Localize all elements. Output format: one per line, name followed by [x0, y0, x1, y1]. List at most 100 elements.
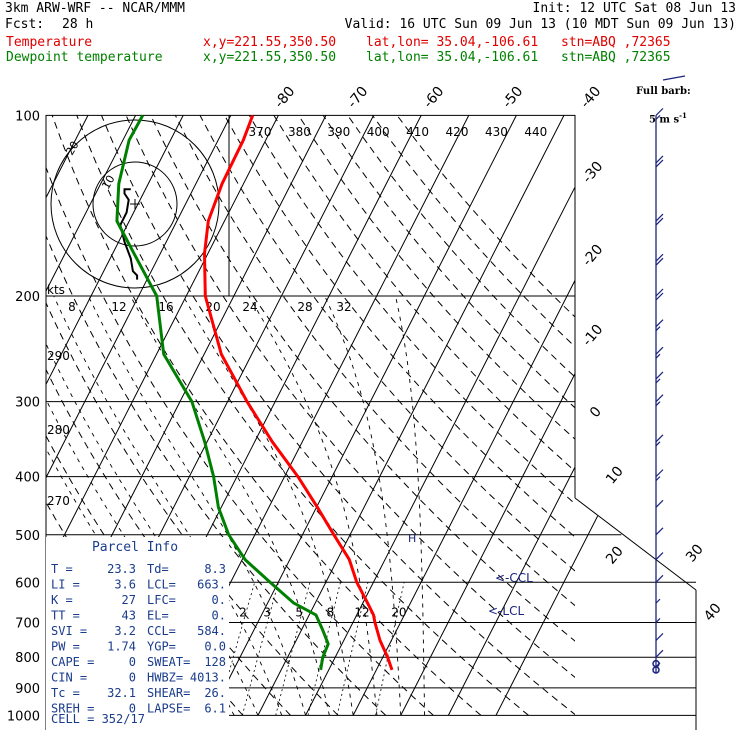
moist-adiabat	[130, 295, 330, 716]
parcel-value: 0	[129, 702, 136, 716]
barb-half	[655, 441, 661, 447]
barb-flag	[655, 319, 664, 328]
parcel-key: HWBZ=	[147, 671, 183, 685]
barb-flag	[655, 527, 664, 536]
barb-legend-unit: -1	[679, 111, 687, 120]
ccl-marker: <-CCL	[495, 571, 533, 585]
mixing-ratio-line	[307, 582, 341, 716]
isotherm-right-label: 30	[683, 541, 707, 565]
dry-adiabat-label: 280	[47, 423, 70, 437]
dewpoint-xy: x,y=221.55,350.50	[203, 50, 337, 65]
parcel-cell: CELL = 352/17	[51, 712, 145, 726]
parcel-key: PW =	[51, 640, 80, 654]
dry-adiabat	[396, 115, 575, 716]
pressure-label: 600	[15, 576, 40, 591]
temperature-profile	[203, 114, 394, 671]
mixing-ratio-line	[216, 582, 256, 716]
dewpoint-legend: Dewpoint temperature	[6, 50, 163, 65]
isotherm-line	[46, 115, 184, 716]
pressure-label: 500	[15, 529, 40, 544]
parcel-value: 0.0	[204, 640, 226, 654]
lcl-marker: <-LCL	[488, 604, 524, 618]
isotherm-line	[46, 115, 279, 716]
theta-label: 390	[327, 125, 350, 139]
parcel-value: 0	[129, 655, 136, 669]
dry-adiabat	[76, 115, 529, 716]
parcel-key: LI =	[51, 578, 80, 592]
theta-label: 370	[249, 125, 272, 139]
parcel-value: 23.3	[107, 562, 136, 576]
barb-half	[655, 353, 661, 359]
wind-barbs	[652, 75, 686, 674]
barb-half	[655, 326, 661, 332]
parcel-key: SHEAR=	[147, 686, 190, 700]
dewpoint-latlon: lat,lon= 35.04,-106.61	[366, 50, 539, 65]
parcel-key: SVI =	[51, 624, 87, 638]
pressure-label: 100	[15, 109, 40, 124]
barb-flag	[655, 213, 664, 222]
hodo-speed-label: 16	[158, 300, 173, 314]
isotherm-right-label: -20	[579, 242, 606, 270]
parcel-key: SWEAT=	[147, 655, 190, 669]
barb-flag	[655, 434, 664, 443]
right-axis-slant	[574, 497, 697, 591]
mixing-ratio-label: 2	[239, 605, 247, 619]
hodo-speed-label: 8	[68, 300, 76, 314]
moist-adiabat	[395, 295, 426, 716]
dry-adiabat	[150, 115, 575, 716]
barb-legend-value: 5 m s-1	[642, 95, 687, 127]
pressure-label: 800	[15, 651, 40, 666]
mixing-ratio-lines: 2 3 5 8 12 20	[216, 582, 407, 716]
parcel-value: 584.	[197, 624, 226, 638]
hodo-speed-label: 24	[242, 300, 257, 314]
parcel-key: TT =	[51, 609, 80, 623]
barb-flag	[655, 107, 664, 116]
barb-half	[655, 401, 661, 407]
init-time: Init: 12 UTC Sat 08 Jun 13	[532, 1, 737, 16]
dewpoint-profile	[115, 114, 330, 671]
isotherm-line	[305, 115, 613, 716]
forecast-label: Fcst:	[5, 17, 45, 32]
isotherm-line	[400, 115, 696, 716]
mixing-ratio-label: 12	[354, 605, 369, 619]
barb-half	[655, 598, 661, 604]
isotherm-right-label: -10	[579, 322, 606, 350]
barb-flag	[655, 649, 664, 658]
barb-flag	[655, 469, 664, 478]
moist-adiabat	[87, 295, 307, 716]
barb-half	[655, 378, 661, 384]
isotherm-right-label: -30	[579, 159, 606, 187]
moist-adiabat	[324, 295, 402, 716]
pressure-label: 1000	[7, 709, 40, 724]
hodo-speed-label: 12	[111, 300, 126, 314]
dry-adiabat	[273, 115, 575, 716]
dry-adiabat	[101, 115, 575, 716]
theta-label: 420	[446, 125, 469, 139]
theta-label: 410	[406, 125, 429, 139]
parcel-key: LAPSE=	[147, 702, 190, 716]
hodo-ring-label: 20	[63, 139, 81, 158]
dry-adiabat	[51, 115, 482, 716]
parcel-value: 26.	[204, 686, 226, 700]
dry-adiabat	[224, 115, 575, 716]
barb-flag	[655, 632, 664, 641]
parcel-value: 0.	[212, 609, 226, 623]
hodo-units: kts	[47, 283, 65, 297]
isotherm-line	[257, 115, 565, 716]
parcel-key: SREH =	[51, 702, 94, 716]
isotherm-top-label: -50	[499, 84, 526, 112]
isotherm-right-label: 0	[587, 404, 605, 421]
dry-adiabat	[322, 115, 575, 716]
pressure-label: 200	[15, 290, 40, 305]
parcel-key: Tc =	[51, 686, 80, 700]
model-title: 3km ARW-WRF -- NCAR/MMM	[5, 1, 186, 16]
parcel-value: 32.1	[107, 686, 136, 700]
pressure-label: 900	[15, 682, 40, 697]
barb-flag	[655, 552, 664, 561]
parcel-key: CCL=	[147, 624, 176, 638]
parcel-value: 0.	[212, 593, 226, 607]
h-marker: H	[408, 532, 416, 545]
temperature-legend: Temperature	[6, 35, 93, 50]
barb-legend-sample	[662, 75, 686, 81]
